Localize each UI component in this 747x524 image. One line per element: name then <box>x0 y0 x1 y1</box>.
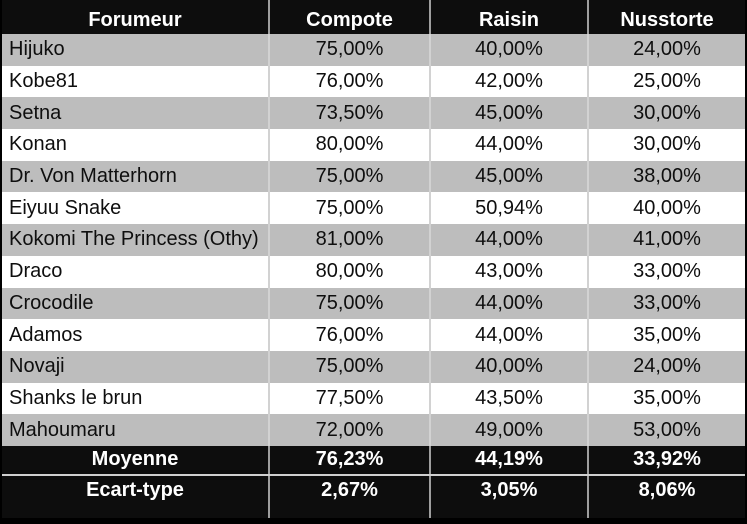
nusstorte-value-cell: 35,00% <box>588 319 745 351</box>
compote-value-cell: 75,00% <box>269 350 431 383</box>
table-row: Konan 80,00% 44,00% 30,00% <box>2 129 745 161</box>
table-row: Novaji 75,00% 40,00% 24,00% <box>2 350 745 383</box>
forumeur-name-cell: Crocodile <box>2 287 270 320</box>
column-header-forumeur: Forumeur <box>2 6 270 34</box>
ecart-type-nusstorte-value: 8,06% <box>588 474 745 506</box>
column-header-nusstorte: Nusstorte <box>588 6 745 34</box>
moyenne-compote-value: 76,23% <box>269 445 431 476</box>
nusstorte-value-cell: 33,00% <box>588 255 745 288</box>
summary-label-ecart-type: Ecart-type <box>2 474 270 506</box>
bottom-spacer-row <box>2 505 745 518</box>
raisin-value-cell: 44,00% <box>430 287 589 320</box>
forumeur-name-cell: Kokomi The Princess (Othy) <box>2 224 270 256</box>
forumeur-name-cell: Novaji <box>2 350 270 383</box>
compote-value-cell: 75,00% <box>269 160 431 193</box>
forumeur-name-cell: Mahoumaru <box>2 414 270 446</box>
raisin-value-cell: 44,00% <box>430 129 589 161</box>
raisin-value-cell: 49,00% <box>430 414 589 446</box>
top-spacer-row <box>2 0 745 6</box>
raisin-value-cell: 44,00% <box>430 319 589 351</box>
compote-value-cell: 77,50% <box>269 382 431 415</box>
nusstorte-value-cell: 33,00% <box>588 287 745 320</box>
compote-value-cell: 76,00% <box>269 319 431 351</box>
raisin-value-cell: 40,00% <box>430 350 589 383</box>
table-footer: Moyenne 76,23% 44,19% 33,92% Ecart-type … <box>2 445 745 518</box>
table-body: Hijuko 75,00% 40,00% 24,00% Kobe81 76,00… <box>2 34 745 446</box>
nusstorte-value-cell: 30,00% <box>588 97 745 130</box>
forumeur-name-cell: Eiyuu Snake <box>2 192 270 225</box>
table-row: Adamos 76,00% 44,00% 35,00% <box>2 319 745 351</box>
compote-value-cell: 75,00% <box>269 287 431 320</box>
forumeur-name-cell: Kobe81 <box>2 65 270 98</box>
nusstorte-value-cell: 35,00% <box>588 382 745 415</box>
table-row: Kokomi The Princess (Othy) 81,00% 44,00%… <box>2 224 745 256</box>
compote-value-cell: 75,00% <box>269 34 431 66</box>
raisin-value-cell: 44,00% <box>430 224 589 256</box>
nusstorte-value-cell: 24,00% <box>588 350 745 383</box>
compote-value-cell: 76,00% <box>269 65 431 98</box>
raisin-value-cell: 50,94% <box>430 192 589 225</box>
nusstorte-value-cell: 30,00% <box>588 129 745 161</box>
table-row: Mahoumaru 72,00% 49,00% 53,00% <box>2 414 745 446</box>
column-header-compote: Compote <box>269 6 431 34</box>
table-row: Crocodile 75,00% 44,00% 33,00% <box>2 287 745 320</box>
raisin-value-cell: 42,00% <box>430 65 589 98</box>
forumeur-name-cell: Adamos <box>2 319 270 351</box>
compote-value-cell: 73,50% <box>269 97 431 130</box>
summary-label-moyenne: Moyenne <box>2 445 270 476</box>
table-row: Setna 73,50% 45,00% 30,00% <box>2 97 745 130</box>
forumeur-name-cell: Shanks le brun <box>2 382 270 415</box>
compote-value-cell: 75,00% <box>269 192 431 225</box>
table-row: Hijuko 75,00% 40,00% 24,00% <box>2 34 745 66</box>
table-row: Dr. Von Matterhorn 75,00% 45,00% 38,00% <box>2 160 745 193</box>
forumeur-name-cell: Dr. Von Matterhorn <box>2 160 270 193</box>
nusstorte-value-cell: 40,00% <box>588 192 745 225</box>
nusstorte-value-cell: 25,00% <box>588 65 745 98</box>
nusstorte-value-cell: 38,00% <box>588 160 745 193</box>
table-header: Forumeur Compote Raisin Nusstorte <box>2 0 745 34</box>
table-row: Eiyuu Snake 75,00% 50,94% 40,00% <box>2 192 745 225</box>
compote-value-cell: 72,00% <box>269 414 431 446</box>
nusstorte-value-cell: 53,00% <box>588 414 745 446</box>
compote-value-cell: 80,00% <box>269 255 431 288</box>
raisin-value-cell: 45,00% <box>430 97 589 130</box>
column-header-raisin: Raisin <box>430 6 589 34</box>
compote-value-cell: 80,00% <box>269 129 431 161</box>
summary-row-ecart-type: Ecart-type 2,67% 3,05% 8,06% <box>2 474 745 506</box>
raisin-value-cell: 43,00% <box>430 255 589 288</box>
nusstorte-value-cell: 24,00% <box>588 34 745 66</box>
raisin-value-cell: 43,50% <box>430 382 589 415</box>
raisin-value-cell: 40,00% <box>430 34 589 66</box>
nusstorte-value-cell: 41,00% <box>588 224 745 256</box>
table-row: Draco 80,00% 43,00% 33,00% <box>2 255 745 288</box>
forumeur-name-cell: Konan <box>2 129 270 161</box>
forumeur-name-cell: Setna <box>2 97 270 130</box>
compote-value-cell: 81,00% <box>269 224 431 256</box>
moyenne-raisin-value: 44,19% <box>430 445 589 476</box>
forumeur-name-cell: Draco <box>2 255 270 288</box>
ecart-type-compote-value: 2,67% <box>269 474 431 506</box>
ecart-type-raisin-value: 3,05% <box>430 474 589 506</box>
raisin-value-cell: 45,00% <box>430 160 589 193</box>
table-row: Shanks le brun 77,50% 43,50% 35,00% <box>2 382 745 415</box>
table-row: Kobe81 76,00% 42,00% 25,00% <box>2 65 745 98</box>
moyenne-nusstorte-value: 33,92% <box>588 445 745 476</box>
table-header-row: Forumeur Compote Raisin Nusstorte <box>2 6 745 34</box>
summary-row-moyenne: Moyenne 76,23% 44,19% 33,92% <box>2 445 745 476</box>
forumeur-name-cell: Hijuko <box>2 34 270 66</box>
